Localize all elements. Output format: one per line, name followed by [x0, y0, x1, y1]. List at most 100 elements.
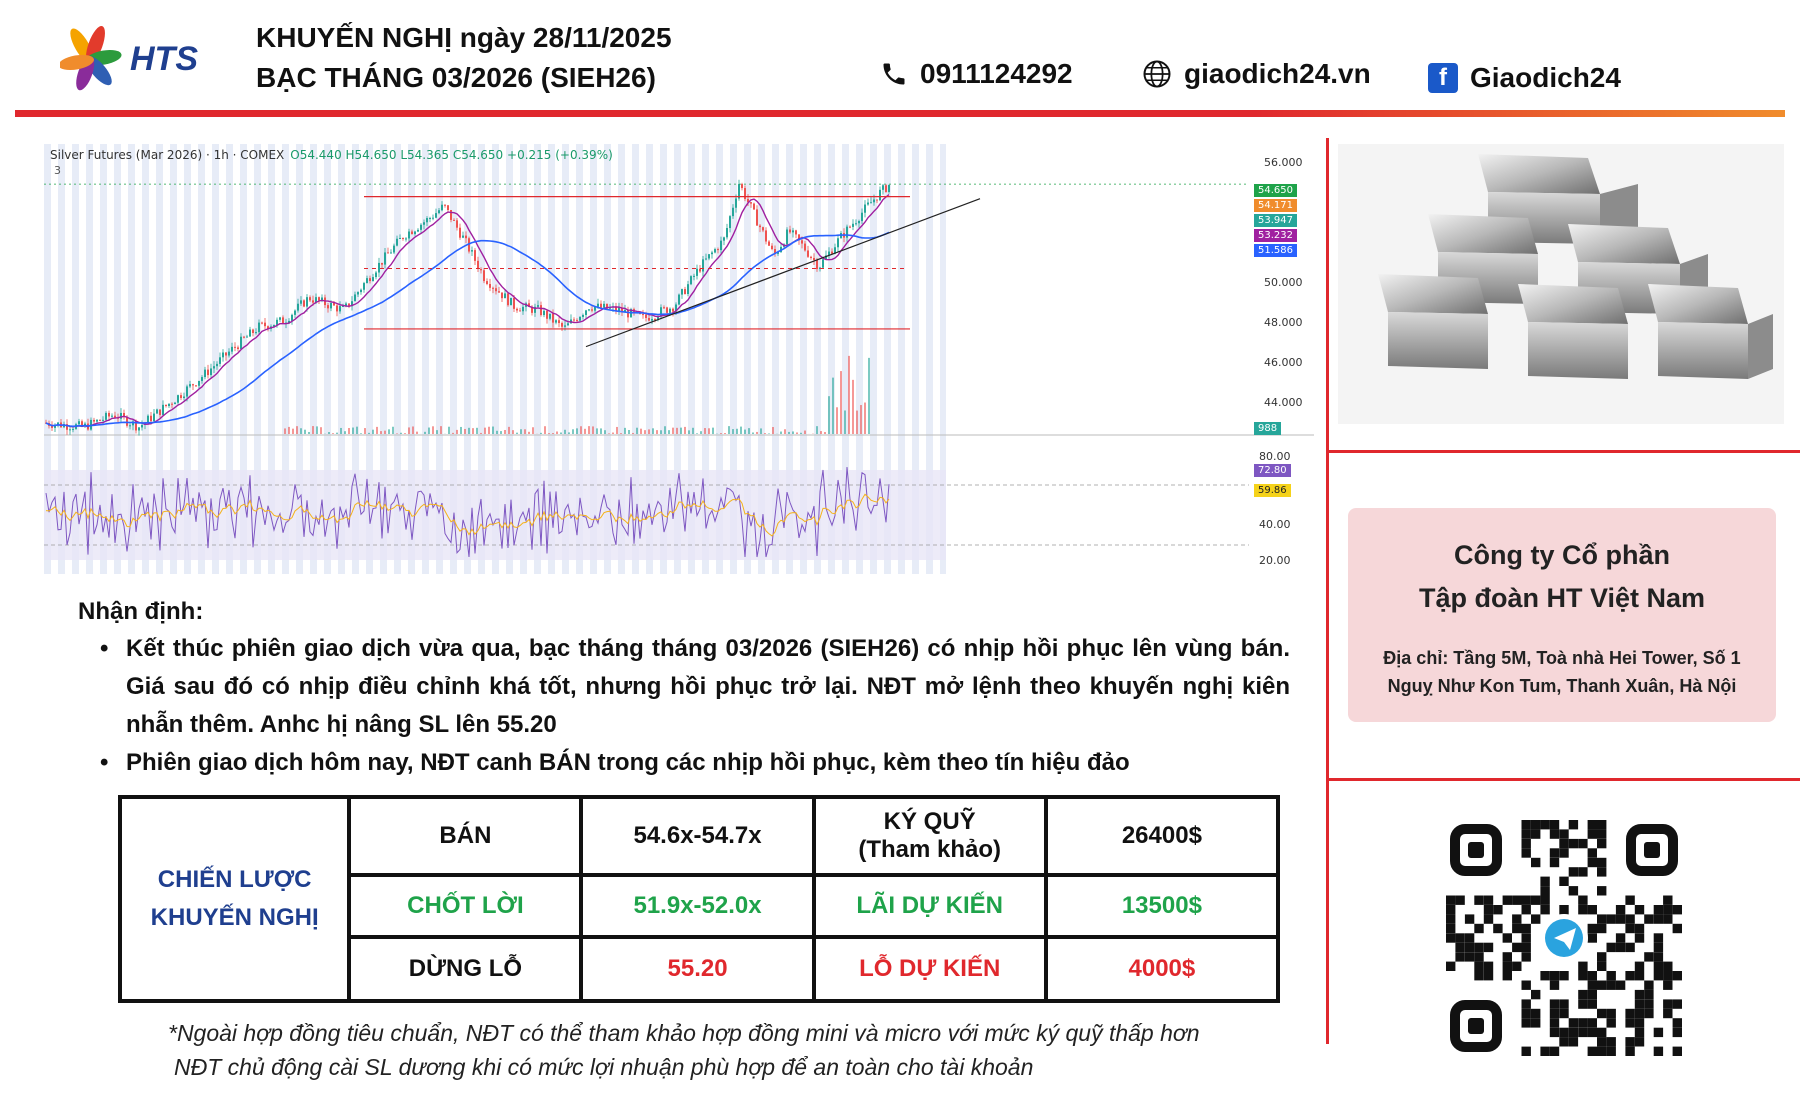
qr-module — [1644, 980, 1654, 990]
qr-module — [1597, 857, 1607, 868]
qr-module — [1625, 914, 1635, 924]
candle-body — [378, 262, 380, 273]
ma-long-line — [45, 231, 890, 428]
candle-body — [381, 262, 383, 265]
qr-module — [1464, 933, 1475, 943]
stop-loss-price: 55.20 — [579, 935, 816, 1003]
qr-module — [1644, 952, 1654, 962]
volume-bar — [348, 428, 350, 434]
margin-label-line1: KÝ QUỸ — [883, 808, 976, 835]
website-contact[interactable]: giaodich24.vn — [1142, 58, 1371, 90]
candle-body — [228, 351, 230, 356]
candle-body — [645, 314, 647, 318]
candle-body — [330, 302, 332, 309]
volume-bar — [788, 431, 790, 434]
qr-module — [1483, 971, 1494, 981]
candle-body — [414, 231, 416, 235]
candle-body — [663, 307, 665, 309]
candle-body — [105, 412, 107, 420]
volume-bar — [388, 429, 390, 434]
volume-bar — [736, 428, 738, 434]
qr-module — [1587, 971, 1597, 981]
analysis-heading: Nhận định: — [78, 598, 204, 625]
candle-body — [825, 255, 827, 260]
qr-module — [1464, 942, 1475, 953]
candle-body — [297, 303, 299, 311]
candle-body — [537, 305, 539, 307]
volume-bar — [368, 432, 370, 434]
logo-text: HTS — [130, 40, 198, 78]
volume-bar — [436, 430, 438, 434]
strategy-title-line2: KHUYẾN NGHỊ — [150, 904, 319, 931]
candle-body — [309, 297, 311, 301]
analysis-list: Kết thúc phiên giao dịch vừa qua, bạc th… — [100, 630, 1290, 782]
candle-body — [420, 224, 422, 230]
candle-body — [522, 306, 524, 312]
take-profit-label: CHỐT LỜI — [347, 873, 584, 939]
candle-body — [684, 289, 686, 294]
candle-body — [243, 336, 245, 338]
qr-module — [1521, 942, 1531, 953]
volume-bar — [856, 410, 858, 434]
phone-contact[interactable]: 0911124292 — [880, 58, 1073, 90]
telegram-qr-code-icon[interactable] — [1446, 820, 1682, 1056]
candle-body — [690, 276, 692, 285]
qr-module — [1464, 914, 1475, 924]
candle-body — [234, 346, 236, 348]
candle-body — [792, 230, 794, 233]
company-info-card: Công ty Cổ phần Tập đoàn HT Việt Nam Địa… — [1348, 508, 1776, 722]
candle-body — [135, 421, 137, 431]
volume-bar — [648, 429, 650, 434]
candle-body — [99, 419, 101, 421]
qr-module — [1625, 971, 1635, 981]
qr-module — [1483, 905, 1494, 915]
volume-bar — [356, 426, 358, 434]
qr-module — [1540, 895, 1550, 905]
candle-body — [66, 424, 68, 430]
candle-body — [786, 229, 788, 245]
qr-module — [1597, 838, 1607, 849]
candle-body — [468, 238, 470, 252]
price-tag: 51.586 — [1254, 244, 1297, 257]
candle-body — [342, 306, 344, 308]
qr-module — [1549, 1046, 1560, 1056]
candle-body — [861, 212, 863, 222]
candle-body — [477, 260, 479, 270]
qr-module — [1587, 1018, 1597, 1028]
candle-body — [483, 270, 485, 282]
candle-body — [573, 319, 575, 321]
qr-module — [1644, 999, 1654, 1009]
chart-indicator-count[interactable]: 3 — [54, 164, 61, 177]
volume-bar — [588, 426, 590, 434]
silver-bars-image — [1338, 144, 1784, 424]
candle-body — [336, 305, 338, 312]
candle-body — [504, 293, 506, 299]
candle-body — [396, 238, 398, 246]
candle-body — [627, 310, 629, 318]
qr-module — [1493, 905, 1503, 915]
volume-tag: 988 — [1254, 422, 1282, 435]
price-axis-label: 44.000 — [1264, 396, 1303, 409]
volume-bar — [332, 433, 334, 434]
candle-body — [702, 259, 704, 272]
candle-body — [648, 317, 650, 321]
candle-body — [552, 313, 554, 323]
candle-body — [510, 297, 512, 306]
volume-bar — [456, 429, 458, 434]
candle-body — [375, 272, 377, 278]
qr-module — [1587, 857, 1597, 868]
volume-bar — [400, 432, 402, 434]
candle-body — [423, 222, 425, 225]
candle-body — [345, 303, 347, 307]
volume-bar — [492, 426, 494, 434]
qr-module — [1653, 1027, 1664, 1038]
candle-body — [528, 303, 530, 307]
facebook-contact[interactable]: f Giaodich24 — [1428, 62, 1621, 94]
candle-body — [597, 303, 599, 307]
right-divider — [1326, 450, 1800, 453]
volume-bar — [632, 432, 634, 434]
candle-body — [669, 308, 671, 313]
candle-body — [426, 218, 428, 223]
candle-body — [888, 184, 890, 193]
qr-module — [1578, 905, 1588, 915]
